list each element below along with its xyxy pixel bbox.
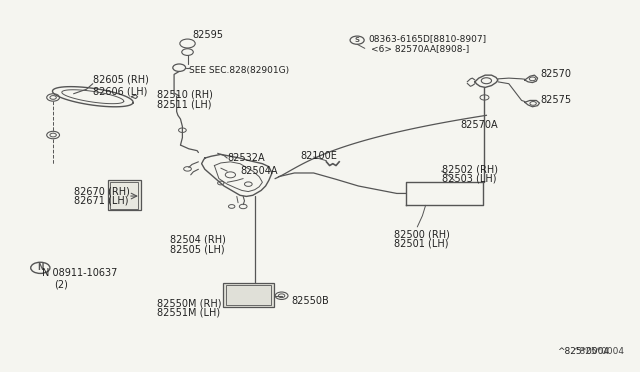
Bar [226, 285, 271, 305]
Text: S: S [355, 37, 360, 43]
Text: <6> 82570AA[8908-]: <6> 82570AA[8908-] [371, 44, 470, 53]
Text: (2): (2) [54, 280, 68, 289]
Text: 82100E: 82100E [301, 151, 338, 161]
Text: 82575: 82575 [541, 96, 572, 105]
Text: ^825*0004: ^825*0004 [572, 347, 624, 356]
Bar [110, 182, 138, 209]
Text: 82570: 82570 [541, 70, 572, 79]
Text: 82502 (RH): 82502 (RH) [442, 164, 498, 174]
Text: 82570A: 82570A [461, 120, 499, 129]
Text: 08363-6165D[8810-8907]: 08363-6165D[8810-8907] [368, 35, 486, 44]
Text: 82510 (RH): 82510 (RH) [157, 90, 212, 100]
Text: 82550M (RH): 82550M (RH) [157, 298, 221, 308]
Text: 82505 (LH): 82505 (LH) [170, 244, 224, 254]
Text: N: N [37, 263, 44, 272]
Text: 82595: 82595 [192, 31, 223, 40]
Text: 82504 (RH): 82504 (RH) [170, 235, 225, 245]
Text: 82501 (LH): 82501 (LH) [394, 239, 448, 248]
Bar [223, 283, 274, 307]
Text: 82503 (LH): 82503 (LH) [442, 174, 496, 183]
Text: 82605 (RH): 82605 (RH) [93, 75, 148, 85]
Bar [108, 180, 141, 210]
Text: 82532A: 82532A [227, 153, 265, 163]
Text: SEE SEC.828(82901G): SEE SEC.828(82901G) [189, 66, 289, 75]
Text: 82671 (LH): 82671 (LH) [74, 196, 128, 206]
Text: ^825*0004: ^825*0004 [557, 347, 609, 356]
Text: 82504A: 82504A [240, 166, 278, 176]
Text: 82511 (LH): 82511 (LH) [157, 99, 211, 109]
Text: 82606 (LH): 82606 (LH) [93, 86, 147, 96]
Text: 82551M (LH): 82551M (LH) [157, 308, 220, 317]
Text: 82500 (RH): 82500 (RH) [394, 230, 449, 239]
Text: 82550B: 82550B [291, 296, 329, 306]
Text: N 08911-10637: N 08911-10637 [42, 269, 117, 278]
Text: 82670 (RH): 82670 (RH) [74, 187, 129, 196]
